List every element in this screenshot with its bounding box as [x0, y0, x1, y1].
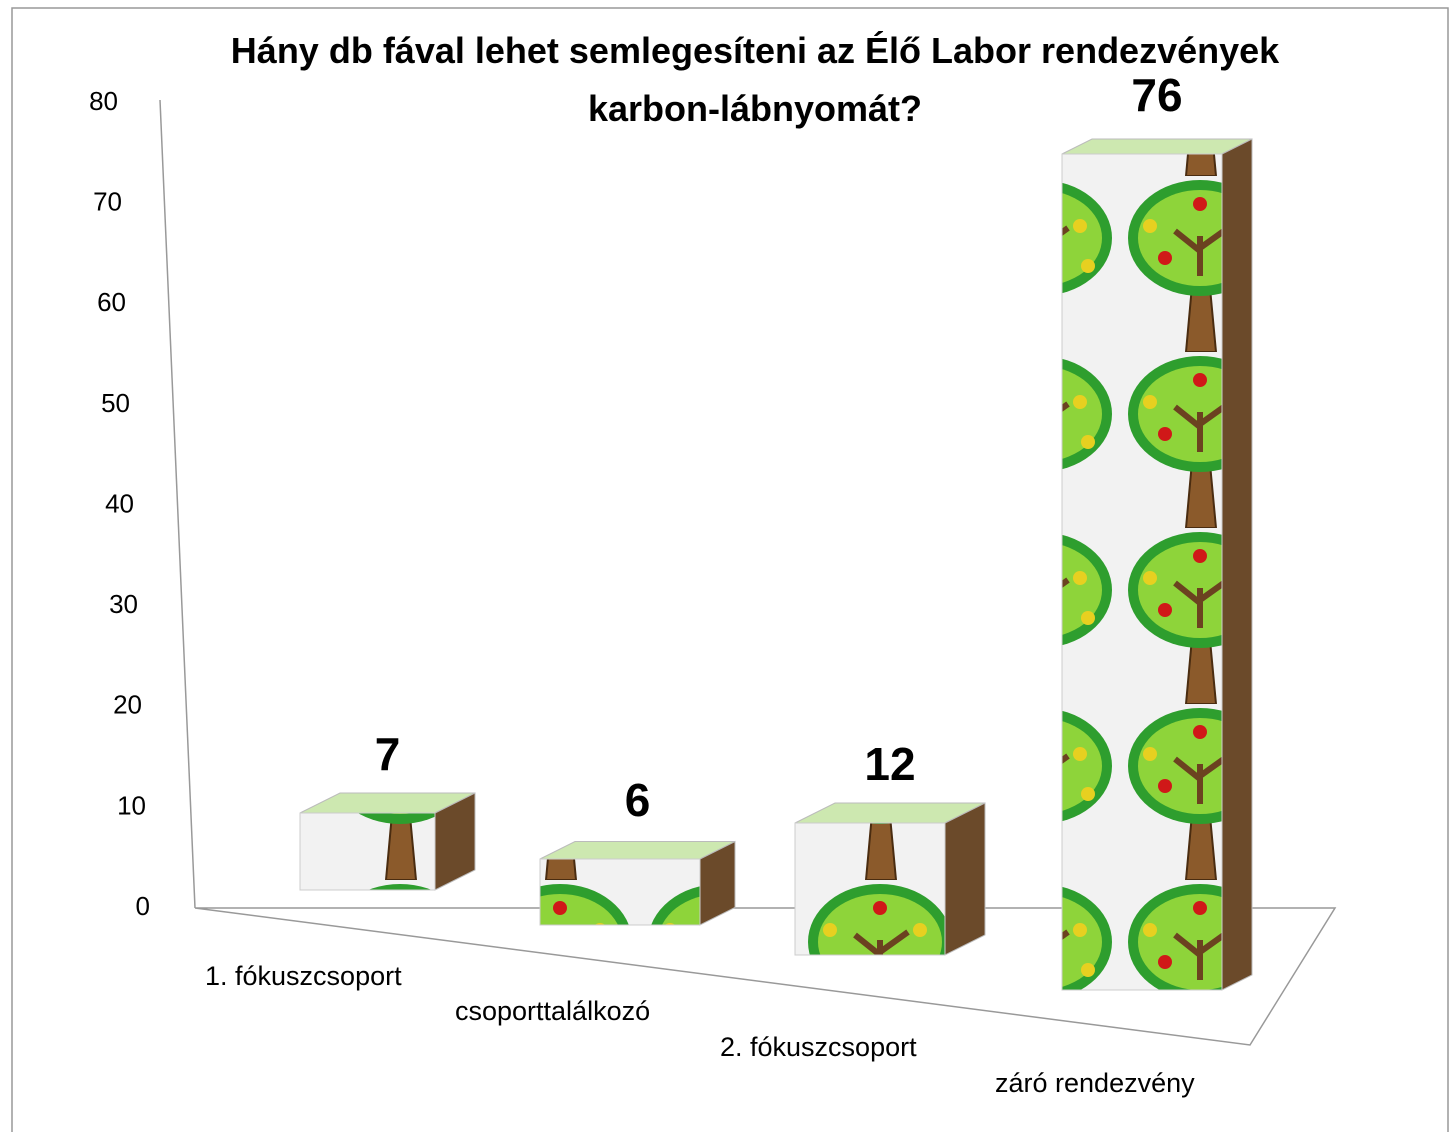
chart-wrap: 0 10 20 30 40 50 60 70 80 7 1. fókuszcsoport 6 csopo… [0, 0, 1453, 1132]
bar-side [1222, 139, 1252, 990]
bar-top [1062, 139, 1252, 154]
value-label: 6 [625, 774, 651, 826]
y-axis [160, 100, 195, 908]
bar-side [945, 803, 985, 955]
y-tick-label: 30 [109, 589, 138, 619]
bar [795, 823, 945, 955]
bar [300, 813, 435, 890]
y-tick-label: 60 [97, 287, 126, 317]
bar [540, 859, 700, 925]
bar [1062, 154, 1222, 990]
y-tick-label: 0 [136, 891, 150, 921]
x-tick-label: 2. fókuszcsoport [720, 1032, 917, 1062]
y-tick-label: 40 [105, 488, 134, 518]
x-tick-label: záró rendezvény [995, 1068, 1195, 1098]
value-label: 7 [375, 728, 401, 780]
y-tick-label: 20 [113, 690, 142, 720]
value-label: 12 [864, 738, 915, 790]
y-tick-label: 80 [89, 86, 118, 116]
chart-title: Hány db fával lehet semlegesíteni az Élő… [180, 22, 1330, 138]
y-tick-label: 10 [117, 790, 146, 820]
y-tick-label: 70 [93, 187, 122, 217]
chart: 0 10 20 30 40 50 60 70 80 7 1. fókuszcsoport 6 csopo… [0, 0, 1453, 1132]
y-tick-label: 50 [101, 388, 130, 418]
x-tick-label: 1. fókuszcsoport [205, 961, 402, 991]
x-tick-label: csoporttalálkozó [455, 996, 650, 1026]
